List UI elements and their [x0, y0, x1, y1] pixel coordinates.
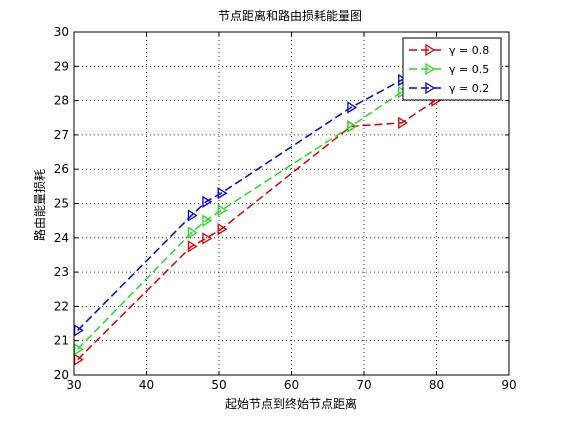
data-point-marker: [217, 204, 228, 217]
x-tick-label: 50: [211, 378, 226, 392]
y-tick-label: 30: [54, 25, 69, 39]
data-point-marker: [187, 240, 198, 253]
legend-label: γ = 0.2: [449, 82, 489, 95]
plot-frame-overlay: [73, 31, 510, 376]
data-point-marker: [73, 353, 84, 366]
legend-box: [402, 37, 502, 101]
x-tick-label: 90: [501, 378, 516, 392]
y-tick-label: 22: [54, 299, 69, 313]
chart-title: 节点距离和路由损耗能量图: [218, 8, 362, 23]
x-tick-label: 30: [66, 378, 81, 392]
y-axis-label: 路由能量损耗: [32, 169, 47, 241]
y-tick-label: 25: [54, 197, 69, 211]
data-point-marker: [187, 209, 198, 222]
y-tick-label: 28: [54, 94, 69, 108]
legend-marker: [425, 81, 436, 95]
legend: γ = 0.8 γ = 0.5 γ = 0.2: [402, 37, 502, 101]
y-tick-label: 23: [54, 265, 69, 279]
data-point-marker: [202, 232, 213, 245]
y-tick-label: 27: [54, 128, 69, 142]
series-line: [77, 99, 436, 361]
x-tick-label: 80: [429, 378, 444, 392]
x-tick-label: 40: [139, 378, 154, 392]
data-point-marker: [217, 187, 228, 200]
y-tick-label: 21: [54, 334, 69, 348]
ticks: 30 40 50 60 70 80 90 20 21 22 23 24 25 26 27 28 29 30: [54, 25, 517, 392]
data-point-marker: [73, 324, 84, 337]
y-tick-label: 29: [54, 59, 69, 73]
data-point-marker: [73, 343, 84, 356]
data-point-marker: [217, 223, 228, 236]
data-point-marker: [347, 101, 358, 114]
data-point-marker: [202, 195, 213, 208]
x-axis-label: 起始节点到终始节点距离: [225, 396, 357, 411]
x-tick-label: 70: [356, 378, 371, 392]
series-line: [77, 74, 436, 331]
y-tick-label: 20: [54, 368, 69, 382]
grid: [74, 32, 509, 375]
data-point-marker: [347, 120, 358, 133]
data-point-marker: [187, 226, 198, 239]
x-tick-label: 60: [284, 378, 299, 392]
data-point-marker: [202, 214, 213, 227]
legend-label: γ = 0.8: [449, 44, 489, 57]
legend-marker: [425, 43, 436, 57]
y-tick-label: 24: [54, 231, 69, 245]
y-tick-label: 26: [54, 162, 69, 176]
legend-label: γ = 0.5: [449, 63, 489, 76]
data-point-marker: [398, 116, 408, 130]
series-line: [77, 79, 436, 350]
legend-marker: [425, 62, 436, 76]
